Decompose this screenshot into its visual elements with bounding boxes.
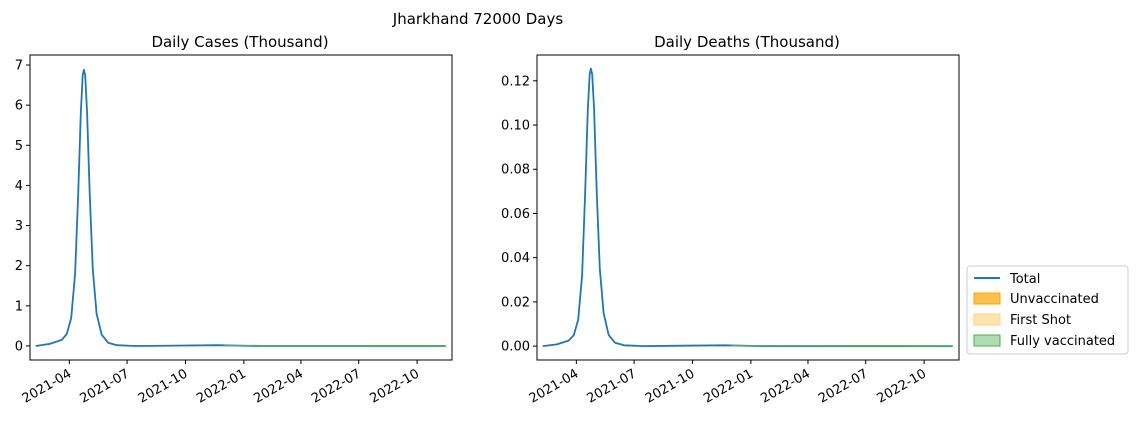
deaths-x-tick-label: 2022-04 [758,366,813,406]
cases-x-tick-label: 2021-10 [136,366,191,406]
cases-y-tick-label: 4 [15,179,23,194]
legend-label-total: Total [1009,272,1040,287]
deaths-y-tick-label: 0.04 [501,251,530,266]
daily-deaths-chart: Daily Deaths (Thousand) 0.00 0.02 0.04 0.06… [501,33,960,407]
cases-y-tick-label: 6 [15,99,23,114]
cases-x-tick-label: 2022-07 [309,366,364,406]
deaths-y-tick-label: 0.02 [501,295,530,310]
deaths-y-tick-label: 0.12 [501,74,530,89]
cases-x-tick-label: 2021-07 [78,366,133,406]
deaths-series-total-line [542,67,953,347]
deaths-axes-frame [536,54,960,361]
cases-x-tick-label: 2022-10 [368,366,423,406]
deaths-y-tick-label: 0.00 [501,340,530,355]
cases-y-tick-label: 5 [15,139,23,154]
deaths-y-tick-label: 0.10 [501,119,530,134]
figure-title: Jharkhand 72000 Days [392,10,564,28]
cases-y-tick-label: 1 [15,299,23,314]
legend-swatch-unvaccinated [973,292,1001,305]
legend-label-first-shot: First Shot [1010,313,1071,328]
chart-title-daily-deaths: Daily Deaths (Thousand) [654,33,840,51]
cases-x-tick-label: 2022-01 [194,366,249,406]
deaths-x-tick-label: 2021-04 [527,366,582,406]
deaths-x-tick-label: 2022-01 [701,366,756,406]
legend-swatch-fully-vaccinated [973,334,1001,347]
legend-swatch-first-shot [973,313,1001,326]
legend-label-fully-vaccinated: Fully vaccinated [1010,334,1115,349]
legend-frame [966,265,1129,355]
deaths-x-tick-label: 2022-07 [816,366,871,406]
chart-title-daily-cases: Daily Cases (Thousand) [151,33,328,51]
deaths-x-tick-label: 2021-07 [585,366,640,406]
cases-series-total-line [35,68,446,347]
cases-axes-frame [29,54,453,361]
legend: Total Unvaccinated First Shot Fully vacc… [966,265,1129,355]
cases-x-tick-label: 2022-04 [251,366,306,406]
cases-y-tick-label: 3 [15,219,23,234]
cases-y-tick-label: 2 [15,259,23,274]
deaths-y-tick-label: 0.06 [501,207,530,222]
legend-label-unvaccinated: Unvaccinated [1010,292,1099,307]
deaths-x-tick-label: 2021-10 [643,366,698,406]
cases-x-tick-label: 2021-04 [20,366,75,406]
deaths-x-tick-label: 2022-10 [875,366,930,406]
cases-y-tick-label: 7 [15,59,23,74]
cases-y-tick-label: 0 [15,339,23,354]
deaths-y-tick-label: 0.08 [501,163,530,178]
